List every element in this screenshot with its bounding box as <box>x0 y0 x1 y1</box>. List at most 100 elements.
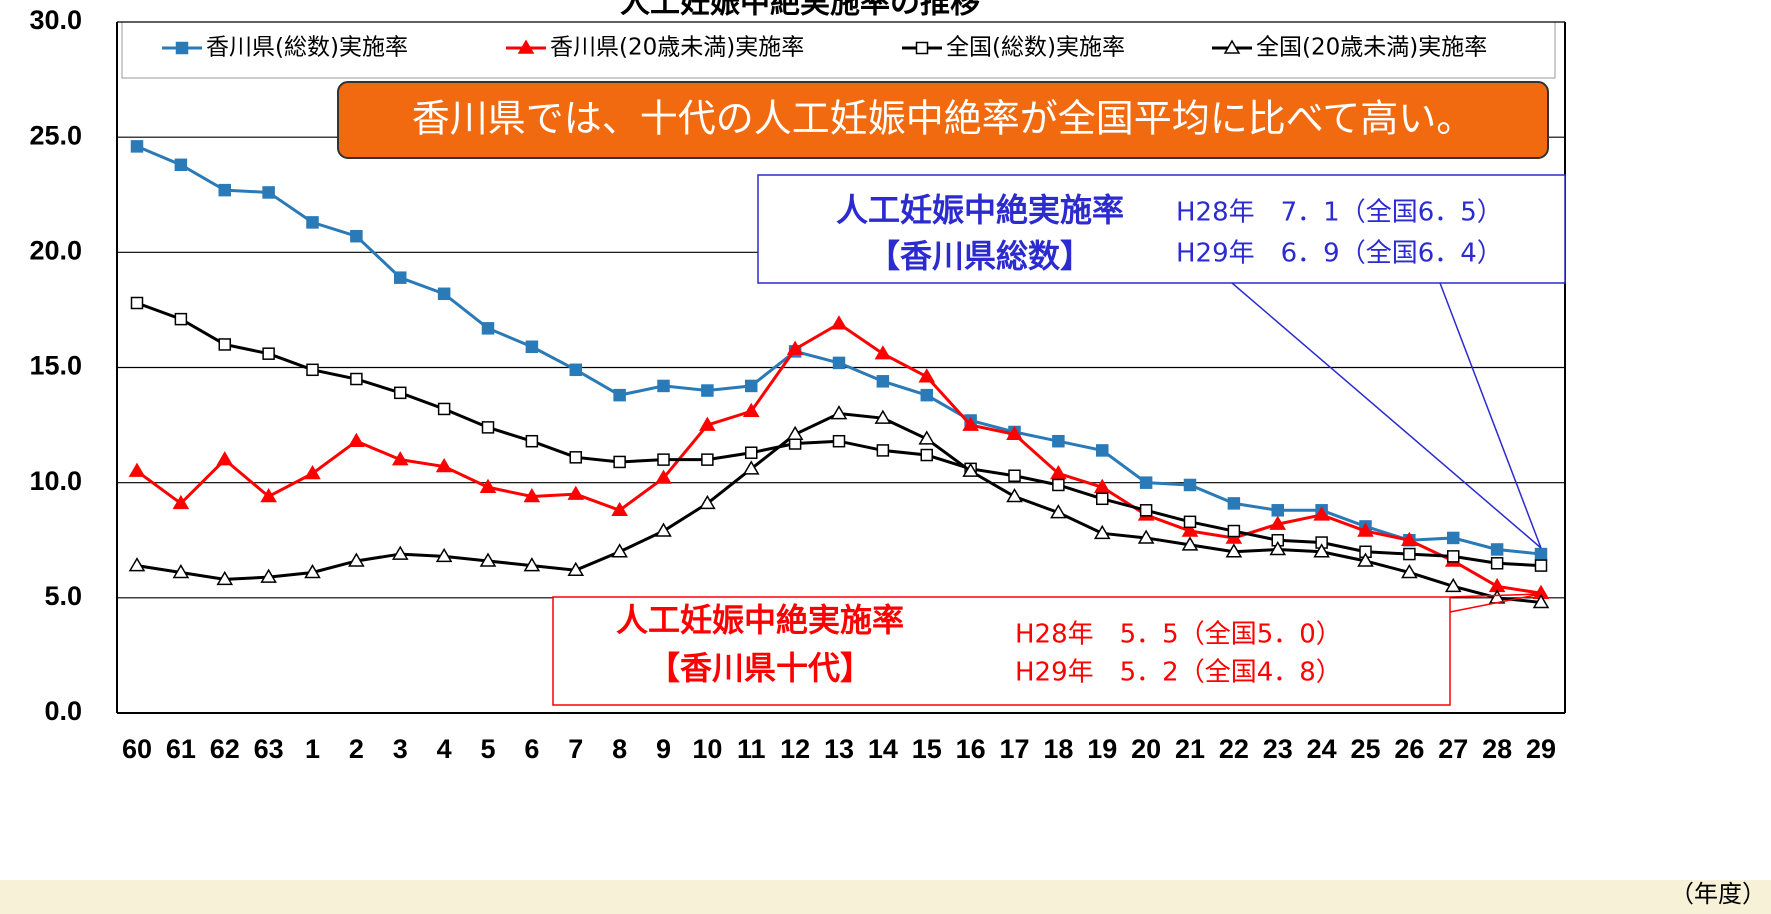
x-tick-label: 6 <box>524 734 539 764</box>
marker <box>876 375 890 388</box>
x-tick-label: 8 <box>612 734 627 764</box>
marker <box>1401 564 1418 579</box>
marker <box>962 462 979 477</box>
x-tick-label: 24 <box>1307 734 1337 764</box>
marker <box>1050 504 1067 519</box>
marker <box>655 522 672 537</box>
x-tick-label: 16 <box>956 734 986 764</box>
callout-subtitle: 【香川県総数】 <box>868 237 1092 275</box>
marker <box>613 388 626 402</box>
marker <box>699 416 716 431</box>
chart-title: 人工妊娠中絶実施率の推移 <box>620 0 980 21</box>
marker <box>611 543 628 558</box>
marker <box>1181 536 1199 551</box>
marker <box>172 494 190 510</box>
marker <box>920 388 933 402</box>
marker <box>1490 543 1504 556</box>
marker <box>745 446 758 459</box>
marker <box>1403 547 1416 561</box>
x-tick-label: 5 <box>480 734 495 764</box>
marker <box>435 458 453 473</box>
legend-marker <box>517 39 535 54</box>
marker <box>481 421 495 434</box>
marker <box>613 455 626 469</box>
marker <box>1181 522 1199 537</box>
marker <box>1357 522 1374 537</box>
y-tick-label: 20.0 <box>29 235 82 265</box>
marker <box>1447 531 1460 545</box>
marker <box>830 405 848 420</box>
marker <box>394 271 407 284</box>
marker <box>832 434 846 448</box>
marker <box>1444 577 1462 593</box>
callout-line-text: H29年 5．2（全国4．8） <box>1015 658 1342 688</box>
x-tick-label: 21 <box>1175 734 1205 764</box>
x-tick-label: 13 <box>824 734 854 764</box>
plot: 0.05.010.015.020.025.030.060 61 62 63 1 2 3 4 5 6… <box>29 5 1566 764</box>
callout-title: 人工妊娠中絶実施率 <box>836 191 1124 229</box>
marker <box>172 564 190 579</box>
marker <box>1227 524 1241 538</box>
callout-line <box>1231 282 1542 549</box>
banner: 香川県では、十代の人工妊娠中絶率が全国平均に比べて高い。 <box>412 97 1474 141</box>
marker <box>786 425 804 441</box>
x-tick-label: 9 <box>656 734 671 764</box>
marker <box>567 485 585 500</box>
x-tick-label: 23 <box>1263 734 1293 764</box>
marker <box>218 183 231 197</box>
marker <box>1052 434 1065 448</box>
marker <box>1008 469 1021 483</box>
marker <box>523 487 541 503</box>
marker <box>742 460 760 475</box>
marker <box>304 564 321 579</box>
marker <box>1357 552 1374 567</box>
y-tick-label: 0.0 <box>44 696 82 726</box>
callout-line-text: H28年 5．5（全国5．0） <box>1015 620 1342 650</box>
callout-subtitle: 【香川県十代】 <box>648 649 872 687</box>
marker <box>569 363 582 377</box>
marker <box>874 409 892 424</box>
marker <box>1050 464 1067 480</box>
y-tick-label: 15.0 <box>29 351 82 381</box>
marker <box>391 545 409 560</box>
marker <box>1183 515 1197 529</box>
bottom-band <box>0 880 1771 914</box>
x-tick-label: 2 <box>349 734 364 764</box>
marker <box>1006 425 1023 441</box>
marker <box>786 340 804 355</box>
callout-box <box>757 174 1566 284</box>
marker <box>1139 504 1153 517</box>
x-tick-label: 11 <box>737 734 766 764</box>
callout-line-text: H29年 6．9（全国6．4） <box>1176 239 1503 269</box>
marker <box>350 372 363 386</box>
marker <box>611 501 628 517</box>
marker <box>218 338 231 351</box>
marker <box>830 315 848 330</box>
marker <box>479 552 497 567</box>
marker <box>1139 476 1153 489</box>
callout-line <box>1439 282 1542 549</box>
marker <box>657 379 670 393</box>
callout-line <box>1449 593 1542 613</box>
marker <box>1006 487 1023 503</box>
x-tick-label: 15 <box>912 734 942 764</box>
marker <box>479 478 497 494</box>
x-tick-label: 4 <box>437 734 452 764</box>
marker <box>920 448 933 462</box>
legend-marker <box>915 41 929 55</box>
marker <box>657 453 670 466</box>
marker <box>260 487 277 503</box>
marker <box>1313 543 1330 558</box>
x-tick-label: 22 <box>1219 734 1249 764</box>
marker <box>1534 547 1548 561</box>
x-tick-label: 14 <box>868 734 898 764</box>
marker <box>742 402 760 418</box>
x-tick-label: 25 <box>1350 734 1380 764</box>
banner-box <box>337 81 1549 159</box>
y-tick-label: 5.0 <box>44 581 82 611</box>
x-tick-label: 28 <box>1482 734 1512 764</box>
marker <box>306 216 319 229</box>
marker <box>1269 540 1287 556</box>
marker <box>348 432 365 447</box>
marker <box>874 345 892 360</box>
